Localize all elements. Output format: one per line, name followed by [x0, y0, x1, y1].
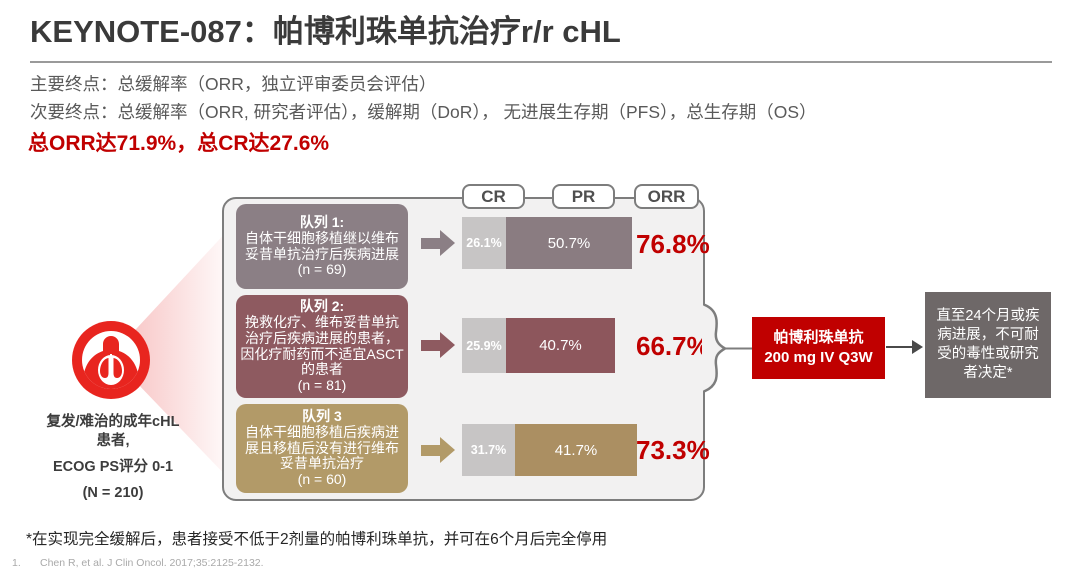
cohort-3-n: (n = 60) [297, 471, 347, 488]
footnote-text: *在实现完全缓解后，患者接受不低于2剂量的帕博利珠单抗，并可在6个月后完全停用 [26, 531, 608, 548]
primary-endpoint-text: 主要终点：总缓解率（ORR，独立评审委员会评估） [30, 74, 437, 94]
cohort-1-n: (n = 69) [297, 261, 347, 278]
cohort-2-arrow-icon [421, 332, 455, 358]
treatment-box: 帕博利珠单抗 200 mg IV Q3W [752, 317, 885, 379]
page-title: KEYNOTE-087：帕博利珠单抗治疗r/r cHL [30, 14, 621, 49]
cohort-3-arrow-icon [421, 437, 455, 463]
cohort-3-name: 队列 3 [302, 407, 342, 424]
column-header-pr: PR [552, 184, 615, 209]
reference-number: 1. [12, 557, 21, 569]
cohort-1-box: 队列 1: 自体干细胞移植继以维布妥昔单抗治疗后疾病进展 (n = 69) [236, 204, 408, 289]
cohort-2-orr-value: 66.7% [636, 331, 710, 361]
population-line3: ECOG PS评分 0-1 [52, 459, 174, 475]
cohort-3-cr-segment: 31.7% [462, 424, 515, 476]
population-line1: 复发/难治的成年cHL [46, 414, 180, 430]
cohort-1-pr-segment: 50.7% [506, 217, 632, 269]
patient-lungs-icon [71, 320, 151, 400]
arrow-head [440, 332, 455, 358]
cohort-2-n: (n = 81) [297, 377, 347, 394]
arrow-tip [912, 340, 923, 354]
arrow-line [886, 345, 913, 349]
cohort-2-bar: 25.9% 40.7% [462, 318, 615, 373]
cohort-2-cr-segment: 25.9% [462, 318, 506, 373]
cohort-1-orr-value: 76.8% [636, 229, 710, 259]
column-header-cr: CR [462, 184, 525, 209]
cohort-2-desc: 挽救化疗、维布妥昔单抗治疗后疾病进展的患者，因化疗耐药而不适宜ASCT的患者 [240, 313, 404, 378]
arrow-head [440, 437, 455, 463]
population-line4: (N = 210) [82, 485, 144, 501]
orr-summary-text: 总ORR达71.9%，总CR达27.6% [28, 132, 330, 155]
cohort-3-orr-value: 73.3% [636, 435, 710, 465]
arrow-shaft [421, 444, 440, 456]
cohort-3-box: 队列 3 自体干细胞移植后疾病进展且移植后没有进行维布妥昔单抗治疗 (n = 6… [236, 404, 408, 493]
title-divider [30, 61, 1052, 63]
brace-connector [699, 299, 757, 397]
cohort-1-name: 队列 1: [299, 213, 345, 230]
treatment-to-duration-arrow-icon [886, 340, 924, 354]
column-header-orr: ORR [634, 184, 699, 209]
cohort-3-bar: 31.7% 41.7% [462, 424, 637, 476]
arrow-shaft [421, 237, 440, 249]
arrow-head [440, 230, 455, 256]
cohort-1-cr-segment: 26.1% [462, 217, 506, 269]
cohort-2-name: 队列 2: [299, 298, 345, 315]
population-label: 复发/难治的成年cHL 患者, ECOG PS评分 0-1 (N = 210) [15, 413, 211, 503]
treatment-dose: 200 mg IV Q3W [764, 349, 873, 366]
secondary-endpoint-text: 次要终点：总缓解率（ORR, 研究者评估），缓解期（DoR）， 无进展生存期（P… [30, 102, 817, 122]
population-line2: 患者, [96, 433, 130, 449]
cohort-3-pr-segment: 41.7% [515, 424, 637, 476]
treatment-name: 帕博利珠单抗 [773, 328, 864, 346]
cohort-1-arrow-icon [421, 230, 455, 256]
cohort-1-bar: 26.1% 50.7% [462, 217, 632, 269]
duration-text: 直至24个月或疾病进展，不可耐受的毒性或研究者决定* [936, 307, 1040, 382]
cohort-3-desc: 自体干细胞移植后疾病进展且移植后没有进行维布妥昔单抗治疗 [245, 423, 399, 472]
cohort-1-desc: 自体干细胞移植继以维布妥昔单抗治疗后疾病进展 [245, 229, 399, 262]
duration-box: 直至24个月或疾病进展，不可耐受的毒性或研究者决定* [925, 292, 1051, 398]
arrow-shaft [421, 339, 440, 351]
cohort-2-box: 队列 2: 挽救化疗、维布妥昔单抗治疗后疾病进展的患者，因化疗耐药而不适宜ASC… [236, 295, 408, 398]
reference-text: Chen R, et al. J Clin Oncol. 2017;35:212… [40, 557, 264, 569]
cohort-2-pr-segment: 40.7% [506, 318, 615, 373]
